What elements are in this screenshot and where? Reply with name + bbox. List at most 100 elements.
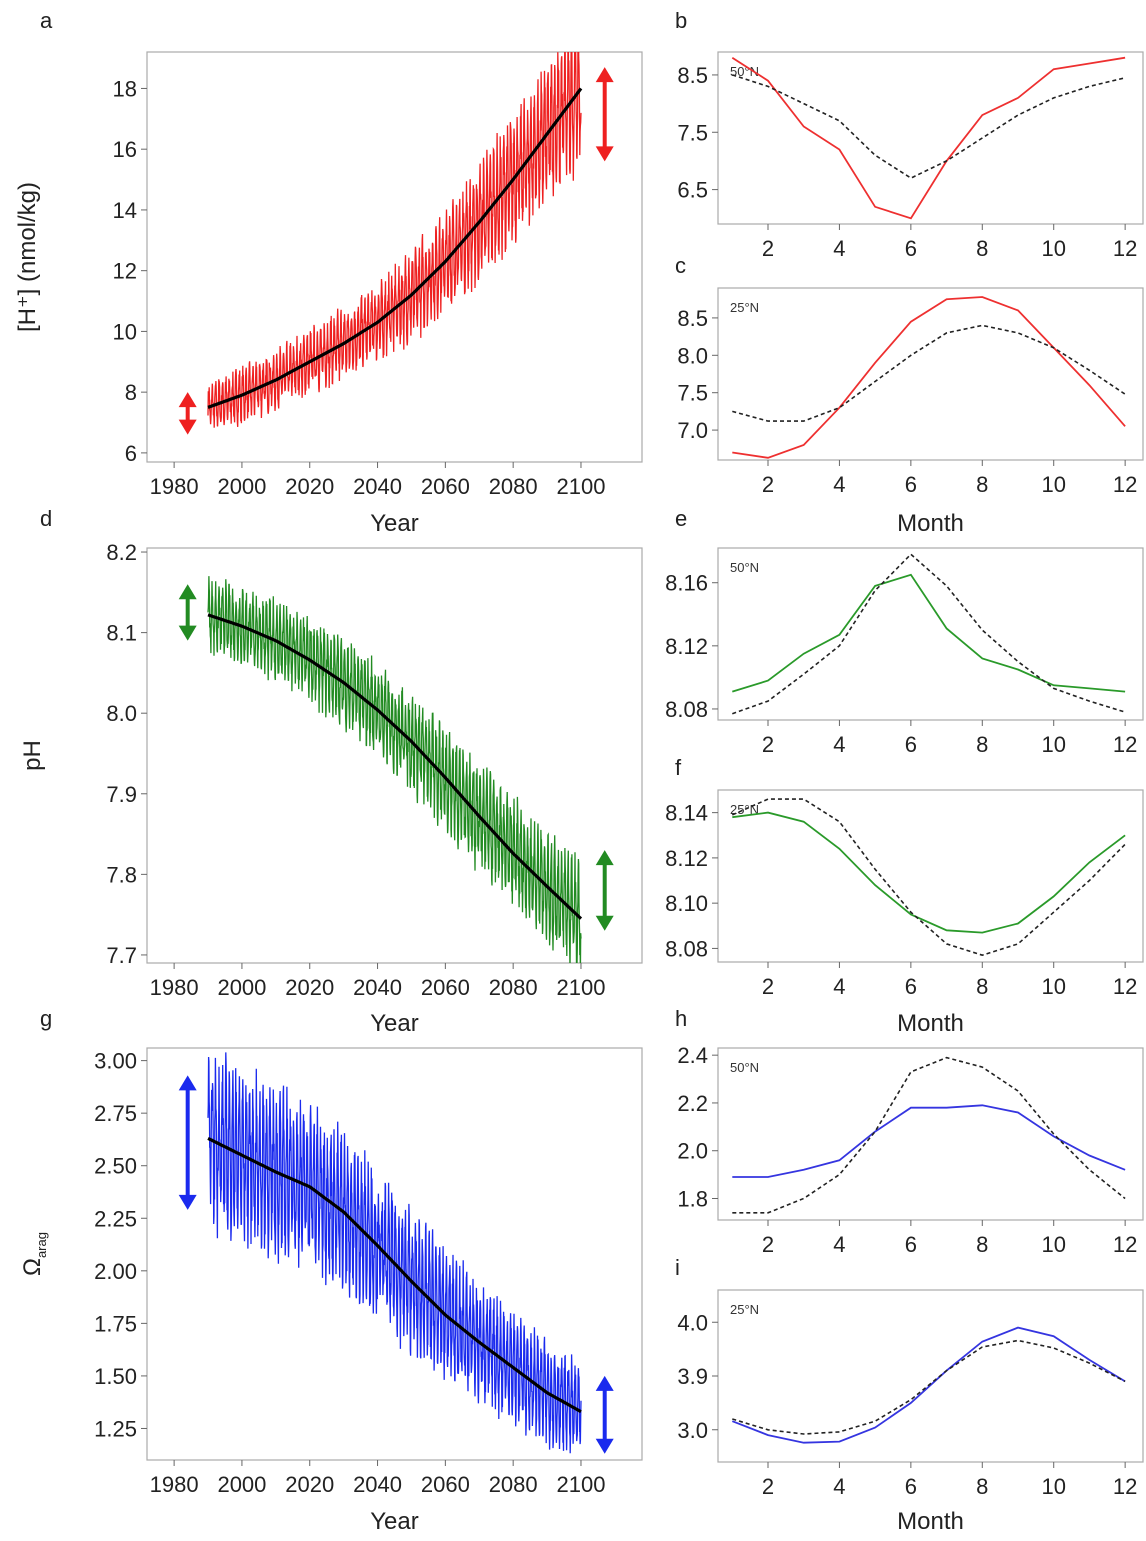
- plot-frame-e: [717, 547, 1144, 721]
- x-tick-label: 6: [905, 974, 917, 999]
- panel-label-b: b: [675, 8, 687, 33]
- x-tick-label: 2020: [285, 1472, 334, 1497]
- y-tick-label: 7.0: [677, 418, 708, 443]
- panel-c: c 2 4 6 8 10 12 7.0 7.5 8.0 8.5 Month 25°N: [675, 253, 1144, 537]
- x-tick-label: 12: [1113, 236, 1137, 261]
- x-axis-label-f: Month: [897, 1010, 964, 1037]
- y-tick-label: 1.8: [677, 1187, 708, 1212]
- range-arrow-a-1-head-up: [178, 392, 197, 408]
- x-tick-label: 2000: [217, 1472, 266, 1497]
- y-tick-label: 2.4: [677, 1043, 708, 1068]
- plot-area-e: [732, 553, 1126, 715]
- range-arrow-a-1-head-down: [178, 419, 197, 435]
- y-tick-label: 8.14: [665, 801, 708, 826]
- latitude-annotation-i: 25°N: [730, 1302, 759, 1317]
- plot-area-f: [731, 798, 1126, 957]
- x-tick-label: 2000: [217, 975, 266, 1000]
- range-arrow-g-1-head-down: [178, 1194, 197, 1210]
- y-tick-label: 8.5: [677, 306, 708, 331]
- x-tick-label: 2100: [556, 975, 605, 1000]
- trend-line-g: [207, 1136, 582, 1414]
- plot-frame-h: [717, 1047, 1144, 1221]
- range-arrow-g-1: [178, 1075, 197, 1210]
- x-tick-label: 12: [1113, 472, 1137, 497]
- monthly-series-d: [207, 576, 582, 963]
- x-tick-label: 6: [905, 1232, 917, 1257]
- latitude-annotation-h: 50°N: [730, 1060, 759, 1075]
- x-tick-label: 2: [762, 1474, 774, 1499]
- latitude-annotation-b: 50°N: [730, 64, 759, 79]
- x-tick-label: 2040: [353, 474, 402, 499]
- range-arrow-a-2: [595, 67, 614, 162]
- x-tick-label: 4: [833, 1232, 845, 1257]
- y-tick-label: 7.9: [106, 782, 137, 807]
- range-arrow-d-2-head-down: [595, 915, 614, 931]
- panel-label-g: g: [40, 1006, 52, 1031]
- x-tick-label: 8: [976, 732, 988, 757]
- x-tick-label: 2060: [421, 474, 470, 499]
- x-tick-label: 2080: [489, 474, 538, 499]
- dashed-series-e: [732, 553, 1126, 715]
- y-tick-label: 14: [113, 198, 137, 223]
- panel-h: h 2 4 6 8 10 12 1.8 2.0 2.2 2.4 50°N: [675, 1006, 1144, 1257]
- x-tick-label: 2020: [285, 474, 334, 499]
- panel-label-h: h: [675, 1006, 687, 1031]
- monthly-series-g: [207, 1052, 582, 1454]
- dashed-series-h: [732, 1056, 1126, 1214]
- x-tick-label: 12: [1113, 1474, 1137, 1499]
- monthly-series-a: [207, 52, 582, 428]
- range-arrow-a-1: [178, 392, 197, 435]
- x-tick-label: 2020: [285, 975, 334, 1000]
- y-axis-label-g: Ωarag: [19, 1232, 49, 1276]
- panel-label-a: a: [40, 8, 53, 33]
- y-tick-label: 2.25: [94, 1206, 137, 1231]
- y-tick-label: 3.9: [677, 1364, 708, 1389]
- range-arrow-g-2-head-down: [595, 1438, 614, 1454]
- y-tick-label: 8.16: [665, 571, 708, 596]
- y-tick-label: 8.12: [665, 846, 708, 871]
- x-tick-label: 1980: [150, 474, 199, 499]
- x-tick-label: 10: [1041, 1232, 1065, 1257]
- x-tick-label: 4: [833, 236, 845, 261]
- solid-series-h: [732, 1104, 1126, 1178]
- x-tick-label: 12: [1113, 1232, 1137, 1257]
- y-tick-label: 7.5: [677, 381, 708, 406]
- y-tick-label: 2.75: [94, 1101, 137, 1126]
- plot-area-b: [731, 56, 1126, 220]
- panel-b: b 2 4 6 8 10 12 6.5 7.5 8.5 50°N: [675, 8, 1144, 261]
- y-tick-label: 3.00: [94, 1049, 137, 1074]
- plot-frame-a: [146, 51, 643, 463]
- plot-frame-d: [146, 547, 643, 964]
- panel-d: d 1980 2000 2020 2040 2060 2080 2100 7.7 7.8 7.9 8.…: [19, 506, 643, 1037]
- dashed-series-b: [732, 74, 1126, 180]
- x-tick-label: 2000: [217, 474, 266, 499]
- x-tick-label: 8: [976, 472, 988, 497]
- plot-area-a: [207, 52, 583, 428]
- x-tick-label: 2: [762, 236, 774, 261]
- range-arrow-a-2-head-up: [595, 67, 614, 83]
- y-axis-label-subscript: arag: [34, 1232, 49, 1258]
- y-tick-label: 7.5: [677, 120, 708, 145]
- x-tick-label: 2040: [353, 975, 402, 1000]
- range-arrow-a-2-head-down: [595, 146, 614, 162]
- trend-line-a: [207, 87, 583, 409]
- x-tick-label: 4: [833, 732, 845, 757]
- range-arrow-d-2-head-up: [595, 850, 614, 866]
- range-arrow-d-1-head-down: [178, 625, 197, 641]
- solid-series-c: [732, 296, 1126, 459]
- y-tick-label: 16: [113, 137, 137, 162]
- y-tick-label: 8: [125, 380, 137, 405]
- x-tick-label: 10: [1041, 732, 1065, 757]
- latitude-annotation-c: 25°N: [730, 300, 759, 315]
- x-tick-label: 2060: [421, 1472, 470, 1497]
- panel-label-e: e: [675, 506, 687, 531]
- y-tick-label: 8.0: [106, 701, 137, 726]
- x-axis-label-c: Month: [897, 510, 964, 537]
- y-tick-label: 8.2: [106, 540, 137, 565]
- x-tick-label: 6: [905, 472, 917, 497]
- x-tick-label: 6: [905, 1474, 917, 1499]
- x-tick-label: 12: [1113, 732, 1137, 757]
- y-tick-label: 10: [113, 319, 137, 344]
